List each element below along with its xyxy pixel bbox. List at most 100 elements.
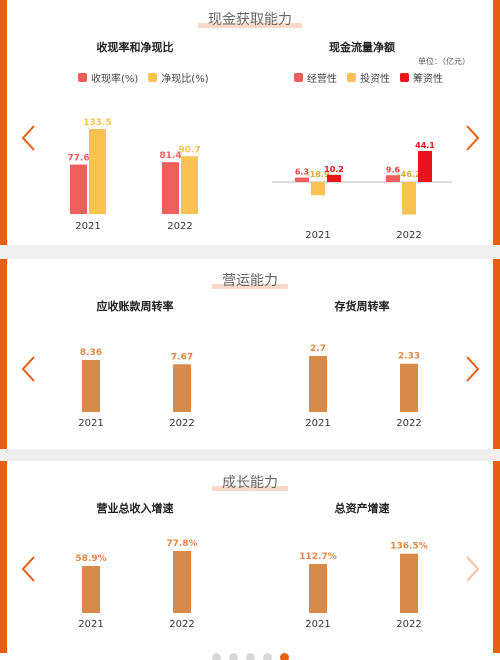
left-accent-bar: [0, 259, 7, 449]
chevron-left-icon: [21, 125, 35, 151]
pagination-dot[interactable]: [211, 653, 221, 660]
legend-cash-flow: 经营性 投资性 筹资性: [294, 70, 453, 85]
x-tick-label: 2021: [75, 221, 100, 232]
data-label: 9.6: [386, 165, 401, 174]
legend-swatch: [78, 73, 87, 82]
x-tick-label: 2021: [305, 619, 330, 630]
bar: [82, 566, 100, 613]
section-separator: [0, 245, 500, 259]
chart-revenue-growth: 58.9% 2021 77.8% 2022: [75, 539, 197, 630]
section-title-growth: 成长能力: [0, 472, 500, 492]
legend-swatch: [347, 73, 356, 82]
bar: [181, 156, 198, 214]
chart-title-revenue-growth: 营业总收入增速: [96, 502, 174, 515]
section-title-cash: 现金获取能力: [0, 9, 500, 29]
legend-item: 筹资性: [400, 70, 443, 85]
bar: [327, 174, 341, 182]
chart-receivable-turnover: 8.36 2021 7.67 2022: [78, 348, 194, 429]
bar: [295, 177, 309, 182]
legend-item: 经营性: [294, 70, 337, 85]
data-label: 2.33: [398, 352, 420, 362]
pagination-dot[interactable]: [262, 653, 272, 660]
left-accent-bar: [0, 0, 7, 245]
chart-cash-flow: 6.3-18.910.2 2021 9.6-46.2 44.1 2022: [272, 141, 452, 241]
section-title-text: 营运能力: [212, 273, 288, 289]
x-tick-label: 2022: [396, 619, 421, 630]
x-tick-label: 2021: [305, 230, 330, 241]
legend-swatch: [400, 73, 409, 82]
legend-item: 净现比(%): [148, 70, 209, 85]
data-label: 58.9%: [75, 554, 106, 564]
x-tick-label: 2022: [396, 418, 421, 429]
data-label: 10.2: [324, 165, 344, 174]
x-tick-label: 2022: [167, 221, 192, 232]
pagination-dot[interactable]: [279, 653, 289, 660]
bar: [309, 356, 327, 412]
data-label: 6.3: [295, 168, 309, 177]
bar: [386, 175, 400, 182]
bar: [402, 182, 416, 215]
chart-asset-growth: 112.7% 2021 136.5% 2022: [299, 542, 428, 630]
legend-label: 筹资性: [413, 74, 443, 85]
bar: [400, 553, 418, 613]
chart-collection-ratio: 77.6 133.5 2021 81.490.7 2022: [67, 118, 200, 232]
section-title-operation: 营运能力: [0, 270, 500, 290]
x-tick-label: 2021: [78, 418, 103, 429]
legend-item: 投资性: [347, 70, 390, 85]
prev-arrow-button[interactable]: [18, 354, 40, 384]
chart-title-asset-growth: 总资产增速: [334, 502, 390, 515]
section-growth-panel: 成长能力 营业总收入增速 总资产增速 58.9% 2021 77.8% 2022 11…: [0, 461, 500, 653]
legend-label: 净现比(%): [161, 74, 209, 85]
data-label: 8.36: [80, 348, 102, 358]
right-accent-bar: [493, 0, 500, 245]
x-tick-label: 2022: [169, 418, 194, 429]
section-title-text: 现金获取能力: [198, 12, 302, 28]
pagination-dots: [0, 653, 500, 660]
pagination-dot[interactable]: [245, 653, 255, 660]
chart-title-collection-ratio: 收现率和净现比: [96, 41, 174, 54]
section-cash-panel: 现金获取能力 收现率和净现比 现金流量净额 收现率(%) 净现比(%) 单位：（…: [0, 0, 500, 245]
unit-label: 单位：（亿元）: [418, 57, 470, 66]
bar: [418, 151, 432, 182]
data-label: 81.4: [159, 151, 181, 161]
right-accent-bar: [493, 461, 500, 653]
chart-inventory-turnover: 2.7 2021 2.33 2022: [305, 344, 421, 429]
data-label: 2.7: [310, 344, 326, 354]
section-operation-panel: 营运能力 应收账款周转率 存货周转率 8.36 2021 7.67 2022 2.7 2…: [0, 259, 500, 449]
legend-swatch: [294, 73, 303, 82]
prev-arrow-button[interactable]: [18, 554, 40, 584]
next-arrow-button[interactable]: [461, 354, 483, 384]
bar: [311, 182, 325, 196]
left-accent-bar: [0, 461, 7, 653]
section-title-text: 成长能力: [212, 475, 288, 491]
chevron-right-icon: [466, 125, 480, 151]
right-accent-bar: [493, 259, 500, 449]
legend-item: 收现率(%): [78, 70, 138, 85]
next-arrow-button[interactable]: [461, 123, 483, 153]
legend-label: 收现率(%): [91, 74, 139, 85]
pagination-dot[interactable]: [228, 653, 238, 660]
legend-collection-ratio: 收现率(%) 净现比(%): [78, 70, 219, 85]
data-label: 112.7%: [299, 552, 337, 562]
x-tick-label: 2022: [396, 230, 421, 241]
data-label: 77.8%: [166, 539, 197, 549]
bar: [400, 363, 418, 412]
data-label: 90.7: [178, 145, 200, 155]
bar: [89, 129, 106, 214]
chart-title-cash-flow: 现金流量净额: [329, 41, 395, 54]
chevron-left-icon: [21, 556, 35, 582]
data-label: 77.6: [67, 154, 89, 164]
x-tick-label: 2021: [305, 418, 330, 429]
chart-title-inventory-turnover: 存货周转率: [334, 300, 390, 313]
bar: [173, 550, 191, 613]
prev-arrow-button[interactable]: [18, 123, 40, 153]
bar: [162, 162, 179, 214]
next-arrow-button[interactable]: [461, 554, 483, 584]
data-label: 136.5%: [390, 542, 428, 552]
bar: [70, 164, 87, 214]
chevron-right-icon: [466, 356, 480, 382]
chevron-left-icon: [21, 356, 35, 382]
data-label: -18.9: [306, 170, 329, 179]
x-tick-label: 2022: [169, 619, 194, 630]
data-label: -46.2: [397, 170, 420, 179]
